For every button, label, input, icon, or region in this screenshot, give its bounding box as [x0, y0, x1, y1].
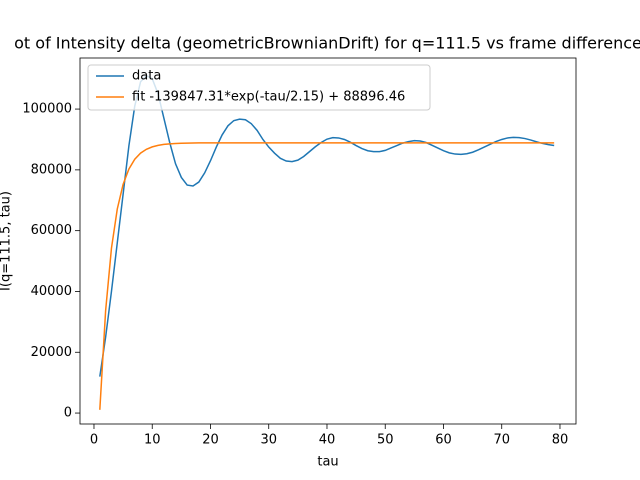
x-tick-label: 70 [493, 433, 510, 448]
y-tick-label: 100000 [22, 102, 72, 117]
y-tick-label: 0 [64, 406, 72, 421]
y-tick-label: 20000 [31, 345, 72, 360]
y-tick-label: 60000 [31, 223, 72, 238]
chart-title: ot of Intensity delta (geometricBrownian… [14, 34, 640, 53]
line-series [99, 74, 555, 377]
x-tick-label: 30 [260, 433, 277, 448]
x-tick-label: 60 [435, 433, 452, 448]
x-tick-label: 10 [144, 433, 161, 448]
x-axis-label: tau [317, 455, 338, 470]
x-tick-label: 40 [319, 433, 336, 448]
legend-box [87, 64, 431, 111]
y-axis-label: I(q=111.5, tau) [0, 191, 14, 291]
x-tick-label: 50 [377, 433, 394, 448]
legend-label: data [132, 69, 161, 84]
plot-frame [79, 57, 577, 425]
legend-label: fit -139847.31*exp(-tau/2.15) + 88896.46 [132, 90, 405, 105]
y-tick-label: 40000 [31, 284, 72, 299]
y-tick-label: 80000 [31, 162, 72, 177]
x-tick-label: 0 [90, 433, 98, 448]
x-tick-label: 20 [202, 433, 219, 448]
line-series [99, 142, 555, 410]
x-tick-label: 80 [552, 433, 569, 448]
